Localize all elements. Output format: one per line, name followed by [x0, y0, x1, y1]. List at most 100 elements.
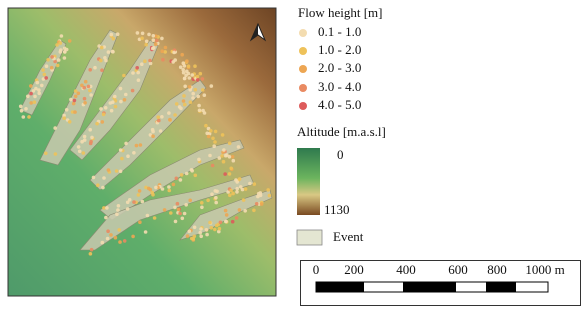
flow-class-label: 1.0 - 2.0: [318, 42, 361, 57]
flow-point: [198, 231, 202, 235]
flow-point: [215, 190, 219, 194]
flow-point: [213, 228, 217, 232]
flow-point: [211, 137, 215, 141]
flow-point: [187, 64, 191, 68]
flow-class-swatch: [299, 47, 307, 55]
flow-point: [163, 50, 167, 54]
flow-point: [136, 31, 140, 35]
flow-point: [150, 191, 154, 195]
flow-point: [116, 208, 120, 212]
flow-point: [152, 38, 156, 42]
flow-point: [159, 129, 163, 133]
flow-point: [168, 189, 172, 193]
flow-point: [206, 199, 210, 203]
flow-point: [205, 132, 209, 136]
flow-point: [223, 172, 227, 176]
flow-point: [178, 212, 182, 216]
flow-point: [208, 154, 212, 158]
flow-point: [140, 62, 144, 66]
flow-point: [132, 151, 136, 155]
flow-point: [115, 169, 119, 173]
flow-point: [63, 56, 67, 60]
flow-point: [119, 100, 123, 104]
flow-point: [115, 212, 119, 216]
flow-point: [77, 145, 81, 149]
flow-point: [141, 32, 145, 36]
flow-point: [231, 220, 235, 224]
flow-point: [138, 189, 142, 193]
flow-point: [101, 241, 105, 245]
flow-point: [37, 92, 41, 96]
flow-class-label: 0.1 - 1.0: [318, 24, 361, 39]
flow-point: [36, 81, 40, 85]
flow-point: [205, 233, 209, 237]
flow-point: [198, 109, 202, 113]
scale-bar-label: 800: [487, 262, 507, 277]
flow-point: [123, 98, 127, 102]
flow-point: [106, 237, 110, 241]
flow-point: [204, 124, 208, 128]
flow-point: [40, 84, 44, 88]
flow-point: [78, 150, 82, 154]
flow-point: [176, 202, 180, 206]
flow-point: [234, 178, 238, 182]
flow-point: [201, 88, 205, 92]
flow-point: [117, 204, 121, 208]
flow-point: [214, 130, 218, 134]
flow-point: [160, 115, 164, 119]
flow-point: [135, 66, 139, 70]
flow-point: [122, 74, 126, 78]
flow-point: [103, 56, 107, 60]
flow-point: [180, 173, 184, 177]
flow-point: [83, 135, 87, 139]
flow-point: [173, 113, 177, 117]
flow-point: [82, 86, 86, 90]
flow-point: [53, 126, 57, 130]
flow-point: [65, 108, 69, 112]
flow-point: [116, 32, 120, 36]
flow-point: [83, 97, 87, 101]
flow-point: [89, 252, 93, 256]
flow-class-swatch: [299, 84, 307, 92]
flow-point: [120, 157, 124, 161]
flow-point: [50, 66, 54, 70]
flow-point: [29, 92, 33, 96]
flow-point: [84, 80, 88, 84]
flow-point: [102, 113, 106, 117]
flow-point: [219, 221, 223, 225]
flow-point: [92, 176, 96, 180]
flow-point: [143, 59, 147, 63]
flow-point: [131, 235, 135, 239]
flow-point: [180, 53, 184, 57]
flow-point: [132, 200, 136, 204]
flow-point: [235, 187, 239, 191]
flow-point: [59, 48, 63, 52]
flow-point: [88, 68, 92, 72]
flow-point: [188, 76, 192, 80]
flow-point: [222, 148, 226, 152]
flow-point: [154, 186, 158, 190]
flow-point: [164, 46, 168, 50]
flow-point: [72, 102, 76, 106]
flow-point: [225, 213, 229, 217]
flow-point: [90, 248, 94, 252]
flow-point: [205, 228, 209, 232]
flow-point: [173, 58, 177, 62]
flow-point: [191, 96, 195, 100]
scale-bar-label: 600: [448, 262, 468, 277]
flow-point: [110, 109, 114, 113]
flow-point: [229, 189, 233, 193]
flow-point: [172, 51, 176, 55]
flow-point: [157, 119, 161, 123]
flow-point: [20, 109, 24, 113]
flow-point: [220, 154, 224, 158]
flow-point: [145, 40, 149, 44]
flow-point: [50, 55, 54, 59]
flow-point: [173, 206, 177, 210]
flow-point: [181, 217, 185, 221]
flow-point: [68, 120, 72, 124]
flow-point: [194, 174, 198, 178]
flow-point: [37, 88, 41, 92]
flow-point: [210, 84, 214, 88]
flow-point: [191, 92, 195, 96]
